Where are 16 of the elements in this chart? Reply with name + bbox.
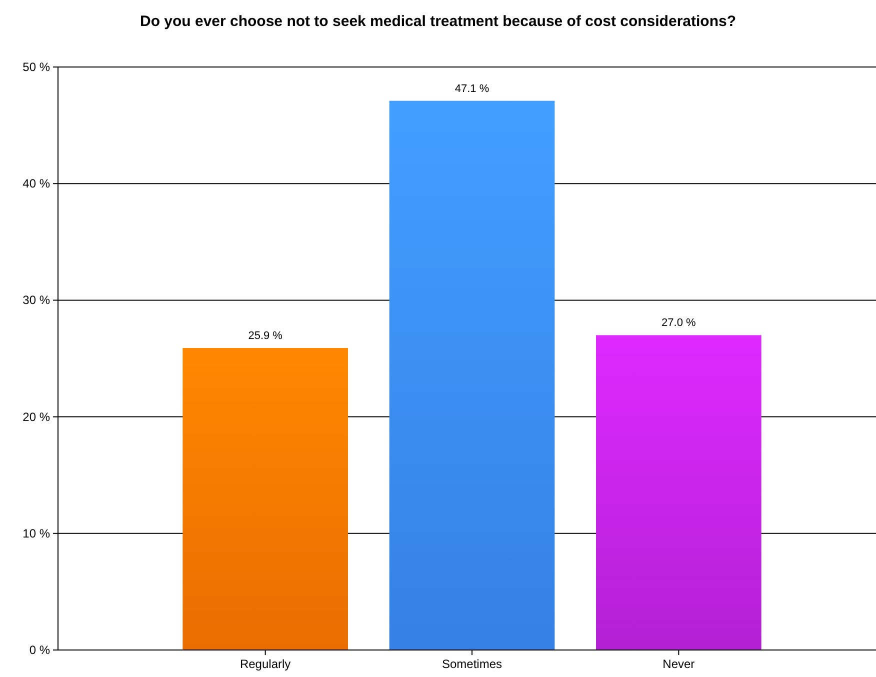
y-tick-label: 50 %: [22, 60, 50, 74]
chart-title: Do you ever choose not to seek medical treatment because of cost considerations?: [140, 13, 736, 30]
y-tick-label: 40 %: [22, 176, 50, 191]
y-tick-label: 10 %: [22, 526, 50, 540]
data-label: 25.9 %: [248, 330, 283, 342]
data-label: 27.0 %: [662, 317, 696, 330]
bar: [182, 348, 348, 650]
y-tick-label: 30 %: [22, 293, 50, 308]
x-tick-label: Sometimes: [442, 657, 502, 671]
y-tick-label: 0 %: [29, 643, 50, 657]
bar: [596, 335, 762, 650]
y-tick-label: 20 %: [22, 410, 50, 424]
x-tick-label: Never: [662, 657, 695, 671]
bar: [389, 100, 555, 650]
x-tick-label: Regularly: [240, 657, 291, 671]
data-label: 47.1 %: [454, 82, 490, 95]
